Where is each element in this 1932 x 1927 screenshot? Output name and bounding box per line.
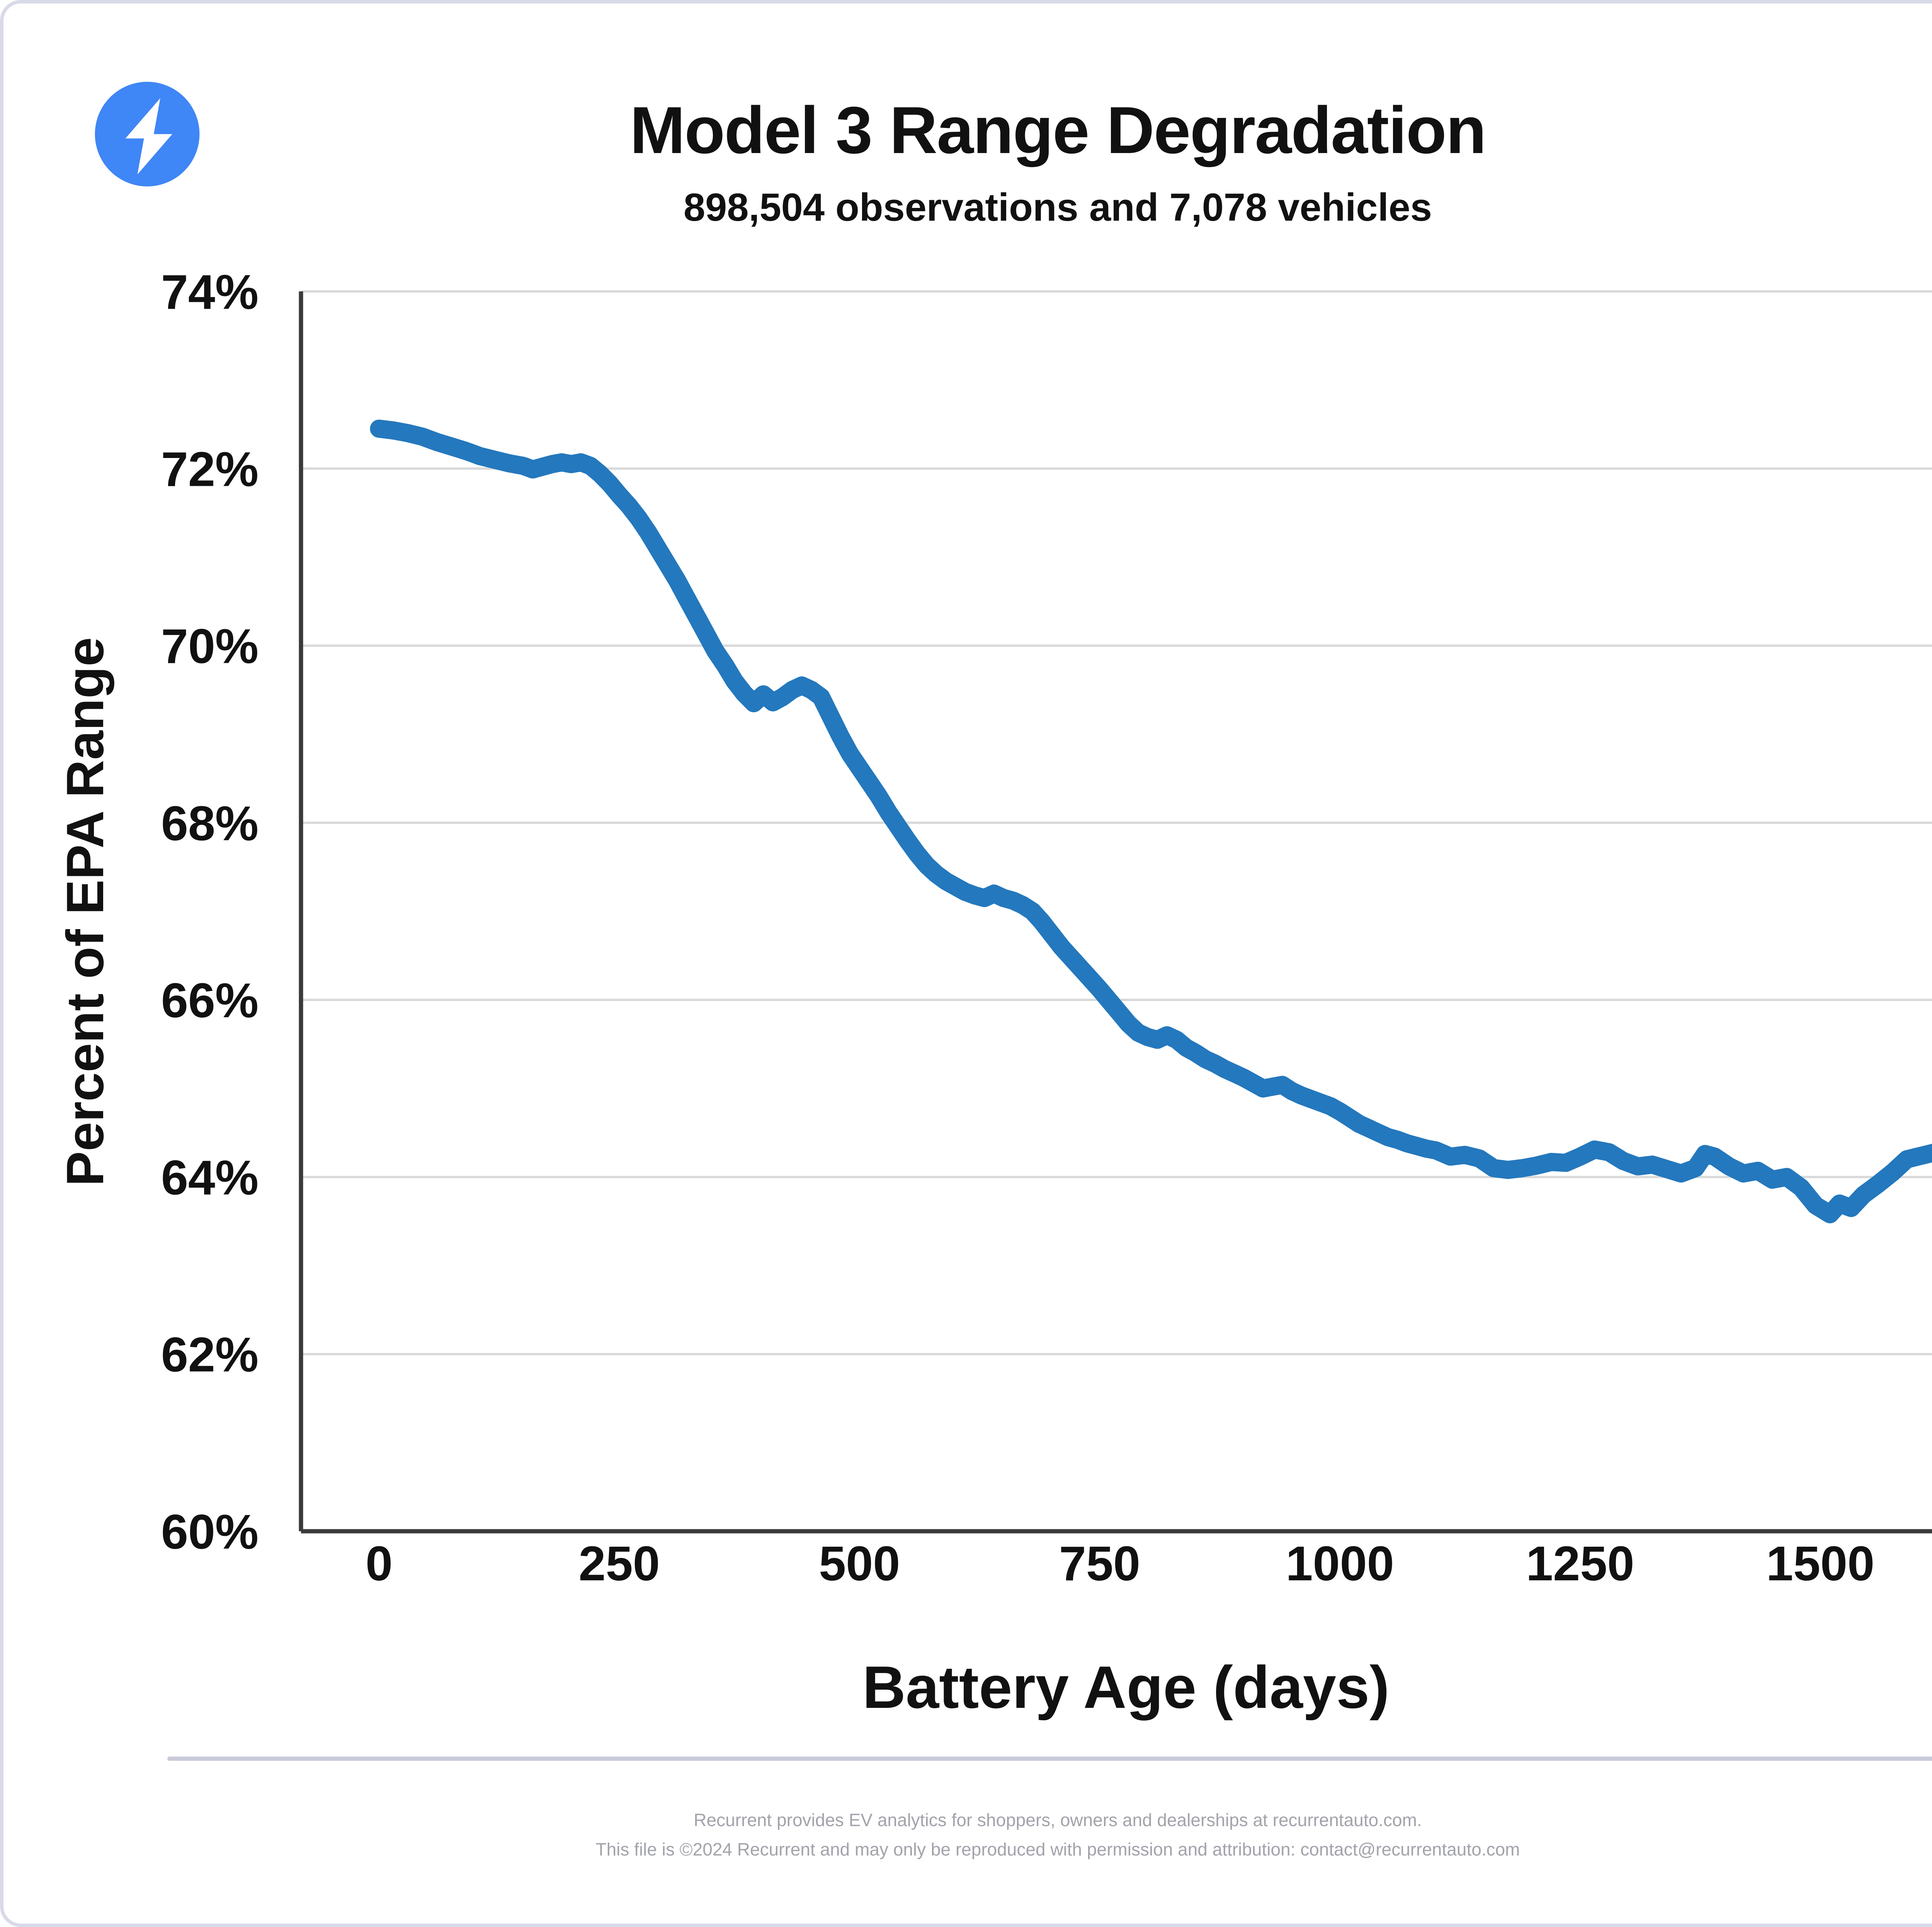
gridlines: [301, 290, 1932, 1355]
y-tick-label-74: 74%: [161, 265, 259, 319]
x-tick-label-1250: 1250: [1526, 1536, 1634, 1591]
footer-divider: [167, 1757, 1932, 1761]
x-axis-title: Battery Age (days): [862, 1654, 1389, 1721]
chart-title: Model 3 Range Degradation: [630, 93, 1486, 167]
lightning-bolt-icon: [95, 82, 200, 187]
line-chart: 74% 72% 70% 68% 66% 64% 62% 60% 0 250 500 750 1000 1…: [161, 265, 1932, 1591]
x-tick-label-1500: 1500: [1766, 1536, 1874, 1591]
x-tick-label-1000: 1000: [1286, 1536, 1394, 1591]
y-tick-labels: 74% 72% 70% 68% 66% 64% 62% 60%: [161, 265, 259, 1559]
y-tick-label-68: 68%: [161, 796, 259, 851]
footer-text: Recurrent provides EV analytics for shop…: [3, 1805, 1932, 1864]
y-tick-label-70: 70%: [161, 619, 259, 674]
footer-line-1: Recurrent provides EV analytics for shop…: [694, 1810, 1422, 1830]
x-tick-label-500: 500: [819, 1536, 900, 1591]
x-tick-label-750: 750: [1059, 1536, 1140, 1591]
x-tick-label-250: 250: [579, 1536, 660, 1591]
y-tick-label-60: 60%: [161, 1505, 259, 1559]
x-tick-labels: 0 250 500 750 1000 1250 1500: [366, 1536, 1874, 1591]
degradation-line-series: [370, 419, 1932, 1224]
y-tick-label-64: 64%: [161, 1150, 259, 1205]
axes: [299, 291, 1932, 1534]
y-tick-label-62: 62%: [161, 1328, 259, 1382]
chart-subtitle: 898,504 observations and 7,078 vehicles: [684, 186, 1432, 229]
y-tick-label-66: 66%: [161, 973, 259, 1028]
y-tick-label-72: 72%: [161, 442, 259, 496]
x-tick-label-0: 0: [366, 1536, 393, 1591]
footer-line-2: This file is ©2024 Recurrent and may onl…: [595, 1839, 1520, 1859]
